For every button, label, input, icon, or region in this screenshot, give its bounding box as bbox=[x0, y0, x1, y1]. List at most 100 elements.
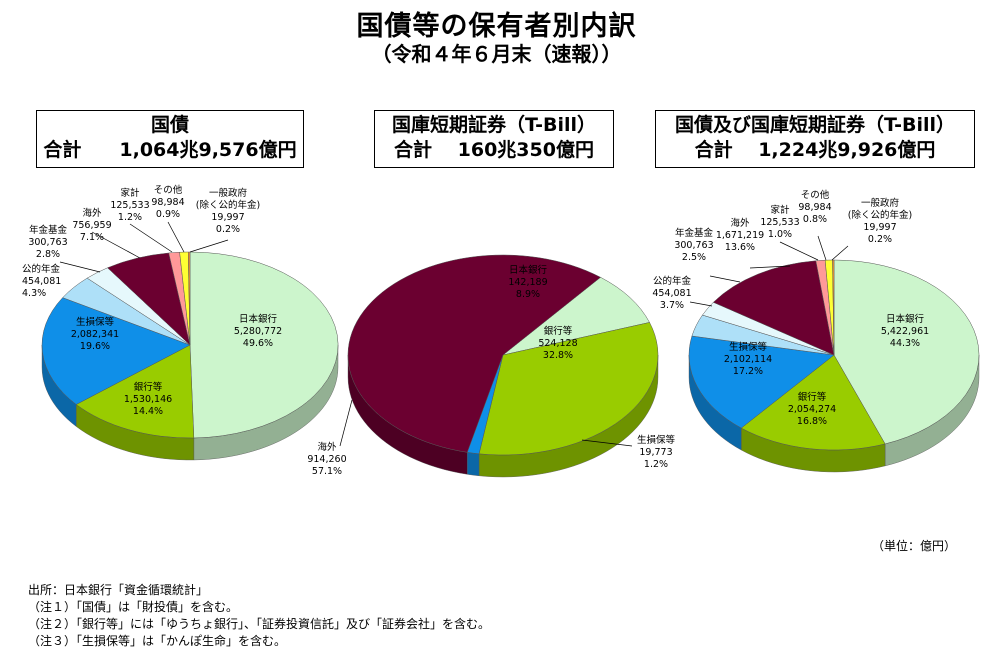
slice-value: 5,280,772 bbox=[234, 326, 282, 337]
pie-chart-2: 日本銀行 5,422,961 44.3%銀行等 2,054,274 16.8%生損保等 2… bbox=[652, 189, 980, 473]
slice-label-生損保等: 生損保等 2,102,114 17.2% bbox=[724, 341, 772, 377]
page-subtitle: （令和４年６月末（速報）） bbox=[371, 42, 622, 66]
slice-name: 公的年金 bbox=[653, 275, 692, 287]
slice-value: 454,081 bbox=[22, 276, 61, 287]
slice-value: 1,530,146 bbox=[124, 394, 172, 405]
page-title: 国債等の保有者別内訳 bbox=[356, 11, 637, 42]
slice-label-年金基金: 年金基金 300,763 2.5% bbox=[674, 227, 713, 263]
slice-value: 19,773 bbox=[639, 447, 672, 458]
unit-label: （単位：億円） bbox=[872, 539, 957, 553]
slice-value: 756,959 bbox=[72, 220, 111, 231]
slice-value: 300,763 bbox=[674, 240, 713, 251]
leader-lines bbox=[689, 235, 849, 307]
slice-percent: 1.0% bbox=[768, 229, 792, 240]
slice-percent: 17.2% bbox=[733, 366, 763, 377]
chart-title-box-tbill: 国庫短期証券（T-Bill） 合計 160兆350億円 bbox=[374, 110, 614, 168]
slice-percent: 0.2% bbox=[868, 234, 892, 245]
chart-title-box-combined: 国債及び国庫短期証券（T-Bill） 合計 1,224兆9,926億円 bbox=[655, 110, 975, 168]
note-1: （注１）「国債」は「財投債」を含む。 bbox=[28, 600, 239, 614]
leader-lines bbox=[59, 221, 229, 273]
slice-label-日本銀行: 日本銀行 142,189 8.9% bbox=[508, 264, 547, 300]
slice-percent: 1.2% bbox=[118, 212, 142, 223]
pie-slice-日本銀行 bbox=[502, 276, 650, 356]
pie-slice-銀行等 bbox=[478, 322, 659, 456]
slice-name: 銀行等 bbox=[134, 381, 163, 393]
slice-label-生損保等: 生損保等 2,082,341 19.6% bbox=[71, 316, 119, 352]
slice-percent: 2.8% bbox=[36, 249, 60, 260]
leader-line-一般政府 bbox=[189, 239, 229, 253]
slice-value: 98,984 bbox=[151, 197, 184, 208]
slice-value: 300,763 bbox=[28, 237, 67, 248]
slice-name: 年金基金 bbox=[675, 227, 714, 239]
pie-side-生損保等 bbox=[467, 452, 480, 477]
slice-name: 日本銀行 bbox=[509, 264, 548, 276]
leader-line-一般政府 bbox=[831, 245, 849, 261]
pie-top bbox=[347, 254, 659, 456]
slice-label-家計: 家計 125,533 1.2% bbox=[110, 187, 149, 223]
slice-value: 125,533 bbox=[110, 200, 149, 211]
leader-line-海外 bbox=[749, 265, 791, 269]
slice-label-家計: 家計 125,533 1.0% bbox=[760, 204, 799, 240]
leader-line-生損保等 bbox=[581, 439, 633, 447]
slice-percent: 32.8% bbox=[543, 350, 573, 361]
slice-label-その他: その他 98,984 0.9% bbox=[151, 184, 184, 220]
slice-value: 524,128 bbox=[538, 338, 577, 349]
slice-percent: 0.8% bbox=[803, 214, 827, 225]
slice-value: 5,422,961 bbox=[881, 326, 929, 337]
pie-slice-一般政府 bbox=[187, 251, 191, 346]
slice-name: 生損保等 bbox=[729, 341, 768, 353]
slice-label-海外: 海外 756,959 7.1% bbox=[72, 207, 111, 243]
slice-name: 一般政府 bbox=[861, 197, 900, 209]
pie-slice-日本銀行 bbox=[833, 259, 980, 445]
slice-name: 家計 bbox=[770, 204, 790, 216]
slice-percent: 14.4% bbox=[133, 406, 163, 417]
slice-label-一般政府: 一般政府(除く公的年金) 19,997 0.2% bbox=[196, 187, 260, 235]
pie-slice-生損保等 bbox=[41, 297, 191, 405]
slice-value: 2,054,274 bbox=[788, 404, 836, 415]
slice-label-銀行等: 銀行等 2,054,274 16.8% bbox=[788, 391, 836, 427]
chart-title: 国債及び国庫短期証券（T-Bill） bbox=[674, 114, 956, 136]
slice-name: (除く公的年金) bbox=[196, 199, 260, 211]
leader-line-家計 bbox=[779, 241, 819, 261]
chart-total: 合計 160兆350億円 bbox=[394, 139, 594, 161]
leader-line-年金基金 bbox=[59, 261, 101, 273]
pie-slice-日本銀行 bbox=[189, 251, 339, 439]
slice-percent: 44.3% bbox=[890, 338, 920, 349]
slice-name: (除く公的年金) bbox=[848, 209, 912, 221]
slice-label-一般政府: 一般政府(除く公的年金) 19,997 0.2% bbox=[848, 197, 912, 245]
leader-line-その他 bbox=[167, 221, 185, 253]
slice-percent: 4.3% bbox=[22, 288, 46, 299]
pie-top bbox=[41, 251, 339, 439]
slice-name: 生損保等 bbox=[637, 434, 676, 446]
slice-percent: 13.6% bbox=[725, 242, 755, 253]
slice-percent: 1.2% bbox=[644, 459, 668, 470]
slice-percent: 16.8% bbox=[797, 416, 827, 427]
pie-slice-銀行等 bbox=[75, 344, 195, 439]
slice-percent: 8.9% bbox=[516, 289, 540, 300]
slice-name: 海外 bbox=[82, 207, 102, 219]
slice-value: 2,102,114 bbox=[724, 354, 772, 365]
slice-percent: 3.7% bbox=[660, 300, 684, 311]
slice-value: 98,984 bbox=[798, 202, 831, 213]
leader-line-海外 bbox=[339, 399, 353, 447]
note-3: （注３）「生損保等」は「かんぽ生命」を含む。 bbox=[28, 634, 287, 648]
pie-chart-1: 日本銀行 142,189 8.9% 銀行等 524,128 32.8% 生損保等 19,773… bbox=[307, 254, 676, 478]
slice-percent: 19.6% bbox=[80, 341, 110, 352]
pie-sides bbox=[347, 354, 659, 478]
chart-title: 国庫短期証券（T-Bill） bbox=[391, 114, 597, 136]
slice-value: 125,533 bbox=[760, 217, 799, 228]
note-2: （注２）「銀行等」には「ゆうちょ銀行」、「証券投資信託」及び「証券会社」を含む。 bbox=[28, 617, 491, 631]
leader-lines bbox=[339, 399, 633, 447]
slice-name: 海外 bbox=[730, 217, 750, 229]
slice-value: 19,997 bbox=[863, 222, 896, 233]
chart-title: 国債 bbox=[150, 114, 189, 136]
pie-slice-海外 bbox=[347, 254, 601, 453]
slice-value: 914,260 bbox=[307, 454, 346, 465]
leader-line-海外 bbox=[91, 231, 141, 259]
leader-line-年金基金 bbox=[709, 275, 741, 283]
leader-line-家計 bbox=[129, 223, 173, 253]
slice-name: 銀行等 bbox=[798, 391, 827, 403]
slice-name: 銀行等 bbox=[544, 325, 573, 337]
slice-name: 日本銀行 bbox=[239, 313, 278, 325]
